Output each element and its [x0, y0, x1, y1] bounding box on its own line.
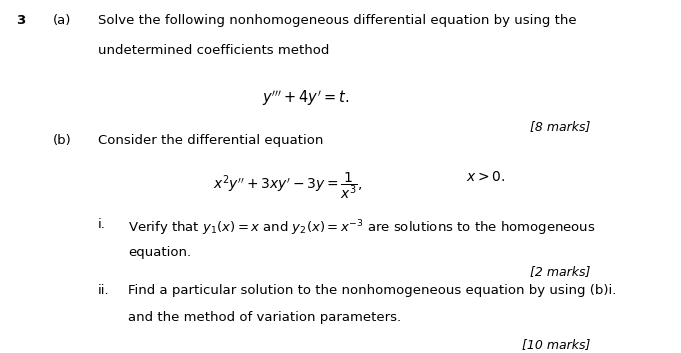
Text: Verify that $y_1(x) = x$ and $y_2(x) = x^{-3}$ are solutions to the homogeneous: Verify that $y_1(x) = x$ and $y_2(x) = x… — [128, 218, 595, 238]
Text: (b): (b) — [52, 134, 72, 147]
Text: and the method of variation parameters.: and the method of variation parameters. — [128, 311, 401, 324]
Text: [2 marks]: [2 marks] — [530, 265, 590, 279]
Text: 3: 3 — [16, 14, 25, 27]
Text: Solve the following nonhomogeneous differential equation by using the: Solve the following nonhomogeneous diffe… — [98, 14, 576, 27]
Text: Consider the differential equation: Consider the differential equation — [98, 134, 323, 147]
Text: ii.: ii. — [98, 285, 110, 298]
Text: Find a particular solution to the nonhomogeneous equation by using (b)i.: Find a particular solution to the nonhom… — [128, 285, 616, 298]
Text: equation.: equation. — [128, 246, 191, 259]
Text: $x > 0.$: $x > 0.$ — [466, 170, 505, 185]
Text: $x^2y'' + 3xy' - 3y = \dfrac{1}{x^3},$: $x^2y'' + 3xy' - 3y = \dfrac{1}{x^3},$ — [213, 170, 363, 201]
Text: [10 marks]: [10 marks] — [522, 338, 590, 351]
Text: [8 marks]: [8 marks] — [530, 120, 590, 133]
Text: (a): (a) — [52, 14, 71, 27]
Text: undetermined coefficients method: undetermined coefficients method — [98, 44, 329, 57]
Text: $y''' + 4y' = t.$: $y''' + 4y' = t.$ — [262, 88, 350, 108]
Text: i.: i. — [98, 218, 106, 231]
